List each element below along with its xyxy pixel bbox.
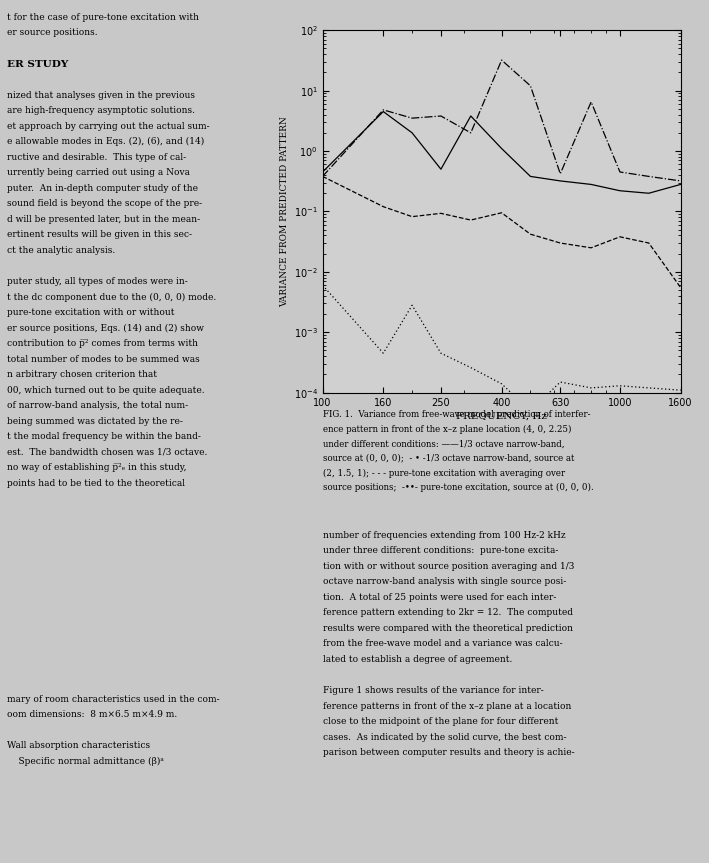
Text: urrently being carried out using a Nova: urrently being carried out using a Nova [7,168,190,177]
Text: tion.  A total of 25 points were used for each inter-: tion. A total of 25 points were used for… [323,593,556,602]
Text: sound field is beyond the scope of the pre-: sound field is beyond the scope of the p… [7,199,202,208]
Text: close to the midpoint of the plane for four different: close to the midpoint of the plane for f… [323,717,558,726]
Text: 00, which turned out to be quite adequate.: 00, which turned out to be quite adequat… [7,386,205,394]
X-axis label: FREQUENCY, Hz: FREQUENCY, Hz [456,412,547,420]
Text: source at (0, 0, 0);  - • -1/3 octave narrow-band, source at: source at (0, 0, 0); - • -1/3 octave nar… [323,454,574,463]
Text: cases.  As indicated by the solid curve, the best com-: cases. As indicated by the solid curve, … [323,733,566,741]
Text: er source positions.: er source positions. [7,28,98,37]
Text: ference patterns in front of the x–z plane at a location: ference patterns in front of the x–z pla… [323,702,571,710]
Text: octave narrow-band analysis with single source posi-: octave narrow-band analysis with single … [323,577,566,586]
Text: t the modal frequency be within the band-: t the modal frequency be within the band… [7,432,201,441]
Text: parison between computer results and theory is achie-: parison between computer results and the… [323,748,574,757]
Text: oom dimensions:  8 m×6.5 m×4.9 m.: oom dimensions: 8 m×6.5 m×4.9 m. [7,710,177,719]
Text: of narrow-band analysis, the total num-: of narrow-band analysis, the total num- [7,401,188,410]
Text: from the free-wave model and a variance was calcu-: from the free-wave model and a variance … [323,639,562,648]
Text: Wall absorption characteristics: Wall absorption characteristics [7,741,150,750]
Text: pure-tone excitation with or without: pure-tone excitation with or without [7,308,174,317]
Text: t the dc component due to the (0, 0, 0) mode.: t the dc component due to the (0, 0, 0) … [7,293,216,302]
Text: no way of establishing p̅²ₑ in this study,: no way of establishing p̅²ₑ in this stud… [7,463,186,472]
Text: er source positions, Eqs. (14) and (2) show: er source positions, Eqs. (14) and (2) s… [7,324,204,333]
Text: ructive and desirable.  This type of cal-: ructive and desirable. This type of cal- [7,153,186,161]
Text: nized that analyses given in the previous: nized that analyses given in the previou… [7,91,195,99]
Text: ence pattern in front of the x–z plane location (4, 0, 2.25): ence pattern in front of the x–z plane l… [323,425,571,434]
Text: n arbitrary chosen criterion that: n arbitrary chosen criterion that [7,370,157,379]
Text: t for the case of pure-tone excitation with: t for the case of pure-tone excitation w… [7,13,199,22]
Text: under different conditions: ——1/3 octave narrow-band,: under different conditions: ——1/3 octave… [323,439,564,448]
Text: e allowable modes in Eqs. (2), (6), and (14): e allowable modes in Eqs. (2), (6), and … [7,137,204,147]
Text: lated to establish a degree of agreement.: lated to establish a degree of agreement… [323,655,512,664]
Text: est.  The bandwidth chosen was 1/3 octave.: est. The bandwidth chosen was 1/3 octave… [7,448,208,457]
Text: et approach by carrying out the actual sum-: et approach by carrying out the actual s… [7,122,210,130]
Text: under three different conditions:  pure-tone excita-: under three different conditions: pure-t… [323,546,558,555]
Text: are high-frequency asymptotic solutions.: are high-frequency asymptotic solutions. [7,106,195,115]
Text: number of frequencies extending from 100 Hz-2 kHz: number of frequencies extending from 100… [323,531,565,539]
Text: source positions;  -••- pure-tone excitation, source at (0, 0, 0).: source positions; -••- pure-tone excitat… [323,483,593,493]
Text: contribution to p̅² comes from terms with: contribution to p̅² comes from terms wit… [7,339,198,348]
Text: Figure 1 shows results of the variance for inter-: Figure 1 shows results of the variance f… [323,686,543,695]
Text: Specific normal admittance (β)ᵃ: Specific normal admittance (β)ᵃ [7,757,164,766]
Text: total number of modes to be summed was: total number of modes to be summed was [7,355,200,363]
Text: tion with or without source position averaging and 1/3: tion with or without source position ave… [323,562,574,570]
Text: being summed was dictated by the re-: being summed was dictated by the re- [7,417,183,425]
Text: ference pattern extending to 2kr = 12.  The computed: ference pattern extending to 2kr = 12. T… [323,608,573,617]
Y-axis label: VARIANCE FROM PREDICTED PATTERN: VARIANCE FROM PREDICTED PATTERN [280,116,289,307]
Text: ct the analytic analysis.: ct the analytic analysis. [7,246,116,255]
Text: puter study, all types of modes were in-: puter study, all types of modes were in- [7,277,188,286]
Text: (2, 1.5, 1); - - - pure-tone excitation with averaging over: (2, 1.5, 1); - - - pure-tone excitation … [323,469,565,478]
Text: results were compared with the theoretical prediction: results were compared with the theoretic… [323,624,573,633]
Text: ER STUDY: ER STUDY [7,60,68,68]
Text: FIG. 1.  Variance from free-wave model prediction of interfer-: FIG. 1. Variance from free-wave model pr… [323,410,590,419]
Text: ertinent results will be given in this sec-: ertinent results will be given in this s… [7,230,192,239]
Text: points had to be tied to the theoretical: points had to be tied to the theoretical [7,479,185,488]
Text: puter.  An in-depth computer study of the: puter. An in-depth computer study of the [7,184,198,192]
Text: d will be presented later, but in the mean-: d will be presented later, but in the me… [7,215,200,224]
Text: mary of room characteristics used in the com-: mary of room characteristics used in the… [7,695,220,703]
